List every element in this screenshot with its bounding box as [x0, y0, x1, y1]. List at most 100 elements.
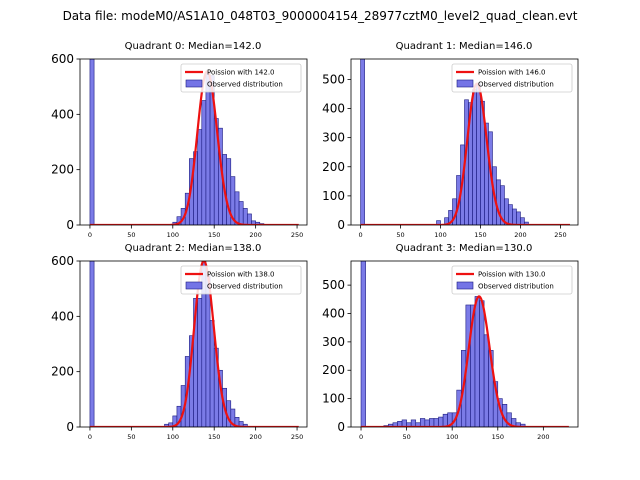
axes-frame — [350, 58, 579, 226]
plot-area: 0 50 100 150 200 250 0 200 400 600 Poission with 1… — [51, 52, 308, 239]
x-tick-label: 200 — [514, 231, 526, 239]
y-tick-label: 500 — [322, 278, 345, 292]
poisson-fit-line — [89, 70, 299, 225]
subplot-quadrant-3: Quadrant 3: Median=130.0 0 50 100 150 200 0 10… — [322, 243, 579, 441]
subplot-title: Quadrant 0: Median=142.0 — [125, 41, 262, 52]
x-tick-label: 150 — [492, 433, 504, 441]
legend: Poission with 146.0 Observed distribution — [451, 63, 573, 93]
x-tick-label: 250 — [291, 231, 303, 239]
legend: Poission with 142.0 Observed distribution — [180, 63, 302, 93]
y-tick-label: 200 — [322, 160, 345, 174]
x-tick-label: 50 — [396, 231, 404, 239]
y-tick-label: 200 — [51, 163, 74, 177]
histogram-bar — [483, 334, 489, 427]
subplot-title: Quadrant 1: Median=146.0 — [396, 41, 533, 52]
legend-box — [451, 265, 573, 295]
y-tick-label: 300 — [322, 131, 345, 145]
x-tick-label: 50 — [402, 433, 410, 441]
legend-fit-label: Poission with 146.0 — [478, 69, 546, 77]
x-tick-label: 100 — [167, 433, 179, 441]
histogram-bar — [242, 208, 248, 225]
legend-box — [180, 63, 302, 93]
x-tick-label: 200 — [537, 433, 549, 441]
histogram-bar — [205, 274, 211, 427]
plot-data — [89, 59, 299, 225]
legend-hist-label: Observed distribution — [207, 283, 283, 291]
legend-hist-swatch — [456, 281, 474, 290]
legend-hist-swatch — [456, 79, 474, 88]
x-tick-label: 0 — [88, 433, 92, 441]
subplot-title: Quadrant 2: Median=138.0 — [125, 243, 262, 254]
x-tick-label: 200 — [249, 433, 261, 441]
x-tick-label: 150 — [474, 231, 486, 239]
histogram-bar — [438, 416, 444, 427]
histogram-bar — [429, 418, 435, 427]
x-tick-label: 150 — [208, 231, 220, 239]
legend-box — [451, 63, 573, 93]
axes-frame — [79, 58, 308, 226]
histogram-bar — [433, 418, 439, 427]
x-tick-label: 0 — [359, 231, 363, 239]
histogram-bar — [472, 89, 477, 225]
y-tick-label: 400 — [322, 306, 345, 320]
x-tick-label: 150 — [208, 433, 220, 441]
histogram-bar — [442, 413, 448, 427]
histogram-bar — [496, 179, 501, 225]
x-tick-label: 50 — [127, 231, 135, 239]
y-tick-label: 200 — [322, 363, 345, 377]
histogram-bar — [516, 211, 521, 225]
subplot-quadrant-1: Quadrant 1: Median=146.0 0 50 100 150 200 250… — [322, 41, 579, 239]
histogram-bar — [242, 423, 248, 427]
subplot-title: Quadrant 3: Median=130.0 — [396, 243, 533, 254]
histogram-bar — [201, 100, 207, 225]
plot-data — [360, 261, 569, 427]
y-tick-label: 400 — [51, 107, 74, 121]
histogram-bar — [247, 213, 252, 225]
histogram-bar — [360, 261, 366, 427]
x-tick-label: 0 — [359, 433, 363, 441]
subplot-quadrant-2: Quadrant 2: Median=138.0 0 50 100 150 200 250… — [51, 243, 308, 441]
x-tick-label: 200 — [249, 231, 261, 239]
poisson-fit-line — [361, 295, 569, 427]
legend-hist-label: Observed distribution — [478, 81, 554, 89]
x-tick-label: 100 — [167, 231, 179, 239]
x-tick-label: 100 — [446, 433, 458, 441]
x-tick-label: 250 — [554, 231, 566, 239]
axes-frame — [79, 260, 308, 428]
y-tick-label: 600 — [51, 254, 74, 268]
y-tick-label: 600 — [51, 52, 74, 66]
histogram-bar — [89, 261, 95, 427]
legend-fit-label: Poission with 142.0 — [207, 69, 275, 77]
plot-area: 0 50 100 150 200 250 0 100 200 300 400 500 Poission … — [322, 58, 579, 239]
histogram-bar — [512, 208, 517, 225]
x-tick-label: 250 — [291, 433, 303, 441]
x-tick-label: 0 — [88, 231, 92, 239]
legend: Poission with 138.0 Observed distribution — [180, 265, 302, 295]
plot-data — [360, 59, 571, 225]
histogram-bar — [197, 129, 203, 225]
y-tick-label: 100 — [322, 189, 345, 203]
histogram-bar — [419, 418, 426, 427]
histogram-bar — [197, 298, 203, 427]
legend-box — [180, 265, 302, 295]
legend-hist-swatch — [185, 281, 203, 290]
y-tick-label: 0 — [66, 420, 74, 434]
histogram-bar — [205, 71, 211, 225]
poisson-fit-line — [89, 261, 299, 427]
histogram-bar — [89, 59, 95, 225]
x-tick-label: 50 — [127, 433, 135, 441]
legend-fit-label: Poission with 130.0 — [478, 271, 546, 279]
poisson-fit-line — [360, 82, 571, 225]
plot-area: 0 50 100 150 200 0 100 200 300 400 500 Poission wit… — [322, 260, 579, 441]
y-tick-label: 500 — [322, 72, 345, 86]
histogram-bar — [360, 59, 365, 225]
y-tick-label: 0 — [337, 420, 345, 434]
y-tick-label: 400 — [322, 102, 345, 116]
histogram-bar — [508, 204, 513, 225]
histogram-bar — [524, 221, 529, 225]
plot-data — [89, 261, 299, 427]
histogram-bar — [238, 201, 244, 225]
legend: Poission with 130.0 Observed distribution — [451, 265, 573, 295]
axes-frame — [350, 260, 579, 428]
